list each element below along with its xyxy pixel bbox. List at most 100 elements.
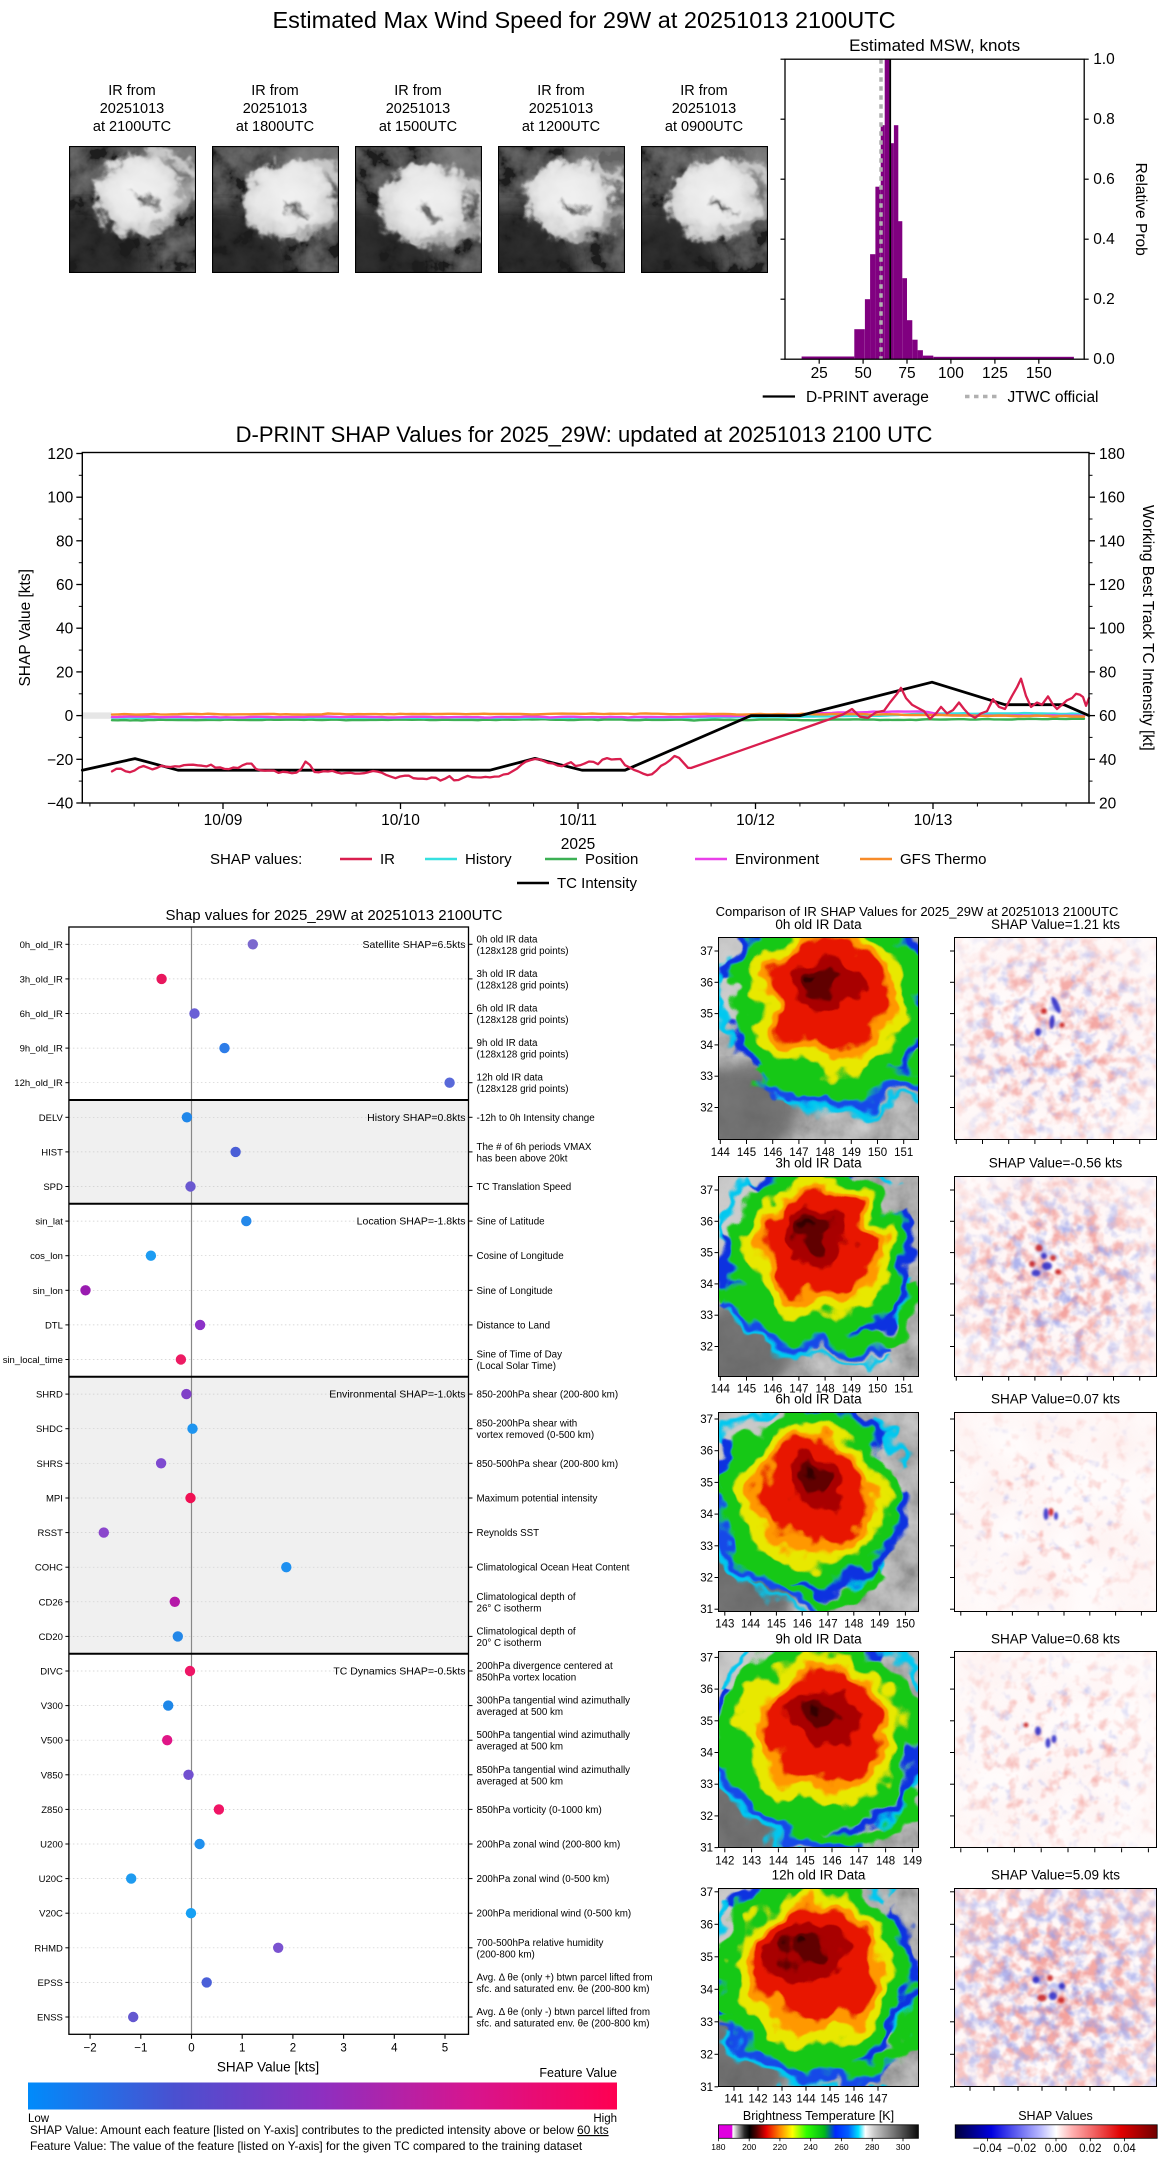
svg-text:144: 144 [741, 1619, 761, 1631]
svg-text:149: 149 [842, 1384, 861, 1396]
svg-text:sin_lat: sin_lat [35, 1217, 63, 1228]
svg-text:COHC: COHC [35, 1563, 63, 1574]
svg-text:Cosine of Longitude: Cosine of Longitude [477, 1251, 565, 1262]
svg-text:ENSS: ENSS [37, 2013, 63, 2024]
svg-text:2: 2 [290, 2042, 296, 2054]
svg-text:34: 34 [700, 1748, 713, 1760]
svg-text:(128x128 grid points): (128x128 grid points) [477, 1084, 569, 1095]
svg-text:Avg. Δ θe (only -) btwn parcel: Avg. Δ θe (only -) btwn parcel lifted fr… [477, 2007, 651, 2018]
svg-text:146: 146 [763, 1384, 782, 1396]
svg-text:History SHAP=0.8kts: History SHAP=0.8kts [367, 1112, 465, 1124]
svg-text:142: 142 [715, 1855, 734, 1867]
svg-text:144: 144 [711, 1147, 731, 1159]
svg-text:36: 36 [700, 977, 713, 989]
svg-text:100: 100 [47, 490, 73, 507]
svg-text:SHAP Value=-0.56 kts: SHAP Value=-0.56 kts [989, 1156, 1123, 1171]
svg-text:180: 180 [1099, 446, 1125, 463]
svg-text:700-500hPa relative humidity: 700-500hPa relative humidity [477, 1938, 604, 1949]
svg-text:2025: 2025 [561, 836, 595, 853]
svg-text:History: History [465, 851, 512, 868]
svg-text:146: 146 [793, 1619, 812, 1631]
svg-text:CD20: CD20 [39, 1632, 63, 1643]
svg-text:0.0: 0.0 [1093, 351, 1115, 368]
svg-text:33: 33 [700, 1541, 713, 1553]
svg-text:SHRD: SHRD [36, 1390, 63, 1401]
svg-text:RHMD: RHMD [34, 1943, 63, 1954]
svg-text:180: 180 [711, 2142, 725, 2152]
svg-text:0.04: 0.04 [1113, 2143, 1136, 2155]
svg-text:150: 150 [896, 1619, 915, 1631]
svg-text:MPI: MPI [46, 1494, 63, 1505]
svg-text:-12h to 0h Intensity change: -12h to 0h Intensity change [477, 1113, 596, 1124]
svg-text:cos_lon: cos_lon [30, 1251, 63, 1262]
svg-text:125: 125 [982, 365, 1008, 382]
svg-text:The # of 6h periods VMAX: The # of 6h periods VMAX [477, 1142, 592, 1153]
svg-text:SHDC: SHDC [36, 1424, 63, 1435]
svg-text:10/10: 10/10 [381, 812, 420, 829]
svg-text:147: 147 [868, 2094, 887, 2106]
svg-text:Estimated MSW, knots: Estimated MSW, knots [849, 36, 1020, 55]
svg-text:120: 120 [1099, 577, 1125, 594]
svg-text:147: 147 [789, 1384, 808, 1396]
svg-text:143: 143 [772, 2094, 791, 2106]
svg-text:3: 3 [340, 2042, 346, 2054]
svg-text:6h old IR data: 6h old IR data [477, 1004, 539, 1015]
svg-text:146: 146 [822, 1855, 841, 1867]
svg-text:6h_old_IR: 6h_old_IR [20, 1009, 63, 1020]
svg-text:Feature Value: The value of th: Feature Value: The value of the feature … [30, 2139, 583, 2153]
svg-text:34: 34 [700, 1984, 713, 1996]
svg-text:34: 34 [700, 1279, 713, 1291]
svg-text:SHAP Value=0.07 kts: SHAP Value=0.07 kts [991, 1392, 1120, 1407]
svg-text:26° C isotherm: 26° C isotherm [477, 1603, 542, 1614]
svg-text:(Local Solar Time): (Local Solar Time) [477, 1361, 557, 1372]
svg-text:CD26: CD26 [39, 1597, 63, 1608]
svg-text:144: 144 [769, 1855, 789, 1867]
svg-text:TC Intensity: TC Intensity [557, 875, 638, 892]
svg-text:35: 35 [700, 1248, 713, 1260]
svg-text:0.4: 0.4 [1093, 231, 1115, 248]
svg-text:850-200hPa shear with: 850-200hPa shear with [477, 1419, 578, 1430]
svg-text:Climatological depth of: Climatological depth of [477, 1592, 576, 1603]
svg-text:HIST: HIST [41, 1147, 63, 1158]
svg-text:6h old IR Data: 6h old IR Data [775, 1392, 862, 1407]
svg-text:(128x128 grid points): (128x128 grid points) [477, 946, 569, 957]
svg-text:10/11: 10/11 [559, 812, 597, 829]
svg-text:Sine of Longitude: Sine of Longitude [477, 1286, 554, 1297]
svg-text:31: 31 [700, 1843, 713, 1855]
svg-text:260: 260 [834, 2142, 848, 2152]
svg-text:V850: V850 [41, 1770, 63, 1781]
svg-text:145: 145 [820, 2094, 839, 2106]
svg-text:Sine of Latitude: Sine of Latitude [477, 1217, 546, 1228]
svg-text:141: 141 [724, 2094, 743, 2106]
svg-text:DELV: DELV [39, 1113, 64, 1124]
svg-text:150: 150 [868, 1384, 887, 1396]
svg-text:37: 37 [700, 1185, 713, 1197]
svg-text:850hPa vortex location: 850hPa vortex location [477, 1673, 577, 1684]
svg-text:34: 34 [700, 1509, 713, 1521]
svg-text:146: 146 [763, 1147, 782, 1159]
svg-text:149: 149 [903, 1855, 922, 1867]
svg-text:32: 32 [700, 1573, 713, 1585]
svg-text:148: 148 [816, 1384, 835, 1396]
svg-text:144: 144 [711, 1384, 731, 1396]
svg-text:145: 145 [737, 1147, 756, 1159]
svg-text:Climatological depth of: Climatological depth of [477, 1626, 576, 1637]
svg-text:SHAP Value: Amount each featur: SHAP Value: Amount each feature [listed … [30, 2123, 609, 2137]
svg-text:SPD: SPD [43, 1182, 63, 1193]
svg-text:12h_old_IR: 12h_old_IR [14, 1078, 63, 1089]
svg-text:Location SHAP=-1.8kts: Location SHAP=-1.8kts [357, 1216, 466, 1228]
svg-text:20: 20 [56, 664, 74, 681]
svg-text:JTWC official: JTWC official [1008, 389, 1099, 406]
svg-text:Sine of Time of Day: Sine of Time of Day [477, 1350, 563, 1361]
svg-text:300hPa tangential wind azimuth: 300hPa tangential wind azimuthally [477, 1696, 631, 1707]
svg-text:TC Translation Speed: TC Translation Speed [477, 1182, 572, 1193]
svg-text:sfc. and saturated env. θe (20: sfc. and saturated env. θe (200-800 km) [477, 2019, 650, 2030]
svg-text:12h old IR Data: 12h old IR Data [772, 1868, 866, 1883]
svg-text:33: 33 [700, 1071, 713, 1083]
svg-text:Environmental SHAP=-1.0kts: Environmental SHAP=-1.0kts [329, 1389, 465, 1401]
svg-text:220: 220 [773, 2142, 787, 2152]
svg-text:SHAP Value [kts]: SHAP Value [kts] [217, 2059, 319, 2074]
svg-text:Working Best Track TC Intensit: Working Best Track TC Intensity [kt] [1139, 505, 1156, 751]
svg-text:200hPa zonal wind (200-800 km): 200hPa zonal wind (200-800 km) [477, 1840, 621, 1851]
svg-text:averaged at 500 km: averaged at 500 km [477, 1776, 564, 1787]
